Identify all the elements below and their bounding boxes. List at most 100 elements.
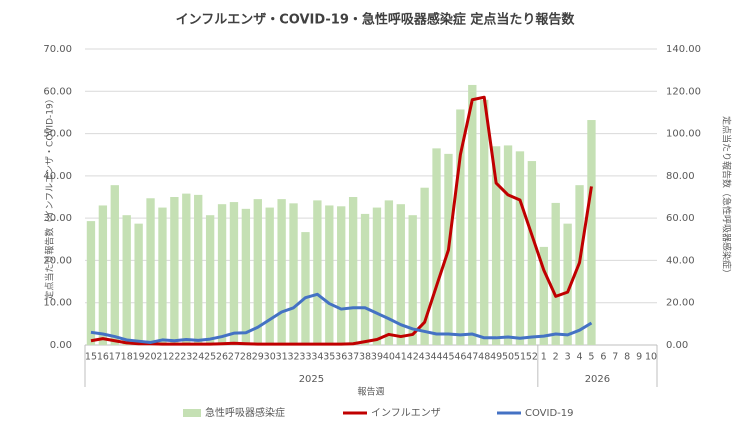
x-tick-label: 32: [287, 352, 299, 363]
legend-label: インフルエンザ: [371, 407, 441, 419]
x-tick-label: 42: [407, 352, 419, 363]
x-tick-label: 8: [624, 352, 630, 363]
x-tick-label: 50: [502, 352, 514, 363]
bar: [194, 194, 203, 345]
x-tick-label: 27: [228, 352, 240, 363]
x-tick-label: 9: [636, 352, 642, 363]
y2-tick-label: 60.00: [666, 213, 695, 224]
bar: [301, 232, 310, 345]
x-tick-label: 36: [335, 352, 347, 363]
x-tick-label: 46: [454, 352, 466, 363]
bar: [527, 161, 537, 345]
bar: [182, 193, 191, 345]
bar: [456, 109, 465, 346]
legend-swatch: [183, 409, 201, 417]
bar: [170, 197, 179, 345]
bar: [563, 223, 572, 345]
x-tick-label: 10: [645, 352, 657, 363]
x-tick-label: 48: [478, 352, 490, 363]
y-tick-label: 30.00: [43, 213, 72, 224]
bar: [134, 223, 143, 345]
y2-tick-label: 100.00: [666, 129, 701, 140]
x-tick-label: 45: [442, 352, 454, 363]
group-label: 2025: [299, 374, 324, 385]
x-tick-label: 6: [600, 352, 606, 363]
x-tick-label: 44: [430, 352, 442, 363]
bar: [539, 246, 548, 345]
x-tick-label: 16: [97, 352, 109, 363]
y-tick-label: 70.00: [43, 44, 72, 55]
bar: [265, 207, 274, 345]
y-tick-label: 20.00: [43, 255, 72, 266]
legend-label: COVID-19: [525, 408, 574, 419]
bar: [587, 120, 596, 345]
x-tick-label: 22: [168, 352, 180, 363]
bar: [348, 197, 358, 345]
x-axis-label: 報告週: [357, 386, 384, 398]
x-tick-label: 26: [216, 352, 228, 363]
x-tick-label: 17: [109, 352, 121, 363]
bar: [384, 200, 394, 345]
bar: [372, 207, 382, 345]
x-tick-label: 41: [395, 352, 407, 363]
x-tick-label: 30: [264, 352, 276, 363]
bar: [503, 145, 513, 345]
x-tick-label: 47: [466, 352, 478, 363]
bar: [241, 208, 251, 345]
y-tick-label: 0.00: [50, 340, 72, 351]
bar: [313, 200, 322, 345]
bar: [420, 187, 429, 345]
y2-axis-label: 定点当たり報告数（急性呼吸器感染症）: [721, 116, 733, 278]
y2-tick-label: 0.00: [666, 340, 688, 351]
x-tick-label: 19: [133, 352, 145, 363]
x-tick-label: 52: [526, 352, 538, 363]
bar: [289, 203, 298, 345]
y2-tick-label: 140.00: [666, 44, 701, 55]
bar: [98, 205, 108, 345]
x-tick-label: 18: [121, 352, 133, 363]
bar: [491, 146, 501, 345]
x-tick-label: 51: [514, 352, 526, 363]
bar: [551, 202, 560, 345]
x-tick-label: 2: [553, 352, 559, 363]
y2-tick-label: 40.00: [666, 255, 695, 266]
y2-tick-label: 20.00: [666, 298, 695, 309]
x-tick-label: 33: [299, 352, 311, 363]
bar: [122, 215, 131, 345]
bar: [158, 207, 167, 345]
x-tick-label: 35: [323, 352, 335, 363]
bar: [146, 198, 155, 345]
bar: [432, 148, 441, 345]
x-tick-label: 4: [577, 352, 583, 363]
x-tick-label: 3: [565, 352, 571, 363]
bar: [515, 151, 525, 345]
y-tick-label: 60.00: [43, 86, 72, 97]
x-tick-label: 7: [612, 352, 618, 363]
y2-tick-label: 120.00: [666, 86, 701, 97]
x-tick-label: 31: [276, 352, 288, 363]
x-tick-label: 49: [490, 352, 502, 363]
bar: [110, 185, 119, 345]
x-tick-label: 29: [252, 352, 264, 363]
bar: [205, 215, 215, 345]
bar: [396, 204, 405, 345]
y2-tick-label: 80.00: [666, 171, 695, 182]
y-axis-label: 定点当たり報告数（インフルエンザ・COVID-19）: [44, 94, 56, 299]
x-tick-label: 5: [588, 352, 594, 363]
x-tick-label: 23: [180, 352, 192, 363]
bar: [325, 205, 334, 345]
x-tick-label: 24: [192, 352, 204, 363]
x-tick-label: 1: [541, 352, 547, 363]
bar: [337, 206, 346, 345]
x-tick-label: 21: [156, 352, 168, 363]
bar: [480, 99, 489, 345]
x-tick-label: 28: [240, 352, 252, 363]
x-tick-label: 15: [85, 352, 97, 363]
bar: [468, 84, 477, 345]
x-tick-label: 37: [347, 352, 359, 363]
x-tick-label: 39: [371, 352, 383, 363]
bar: [360, 213, 370, 345]
x-tick-label: 40: [383, 352, 395, 363]
x-tick-label: 43: [419, 352, 431, 363]
bar: [253, 199, 262, 345]
